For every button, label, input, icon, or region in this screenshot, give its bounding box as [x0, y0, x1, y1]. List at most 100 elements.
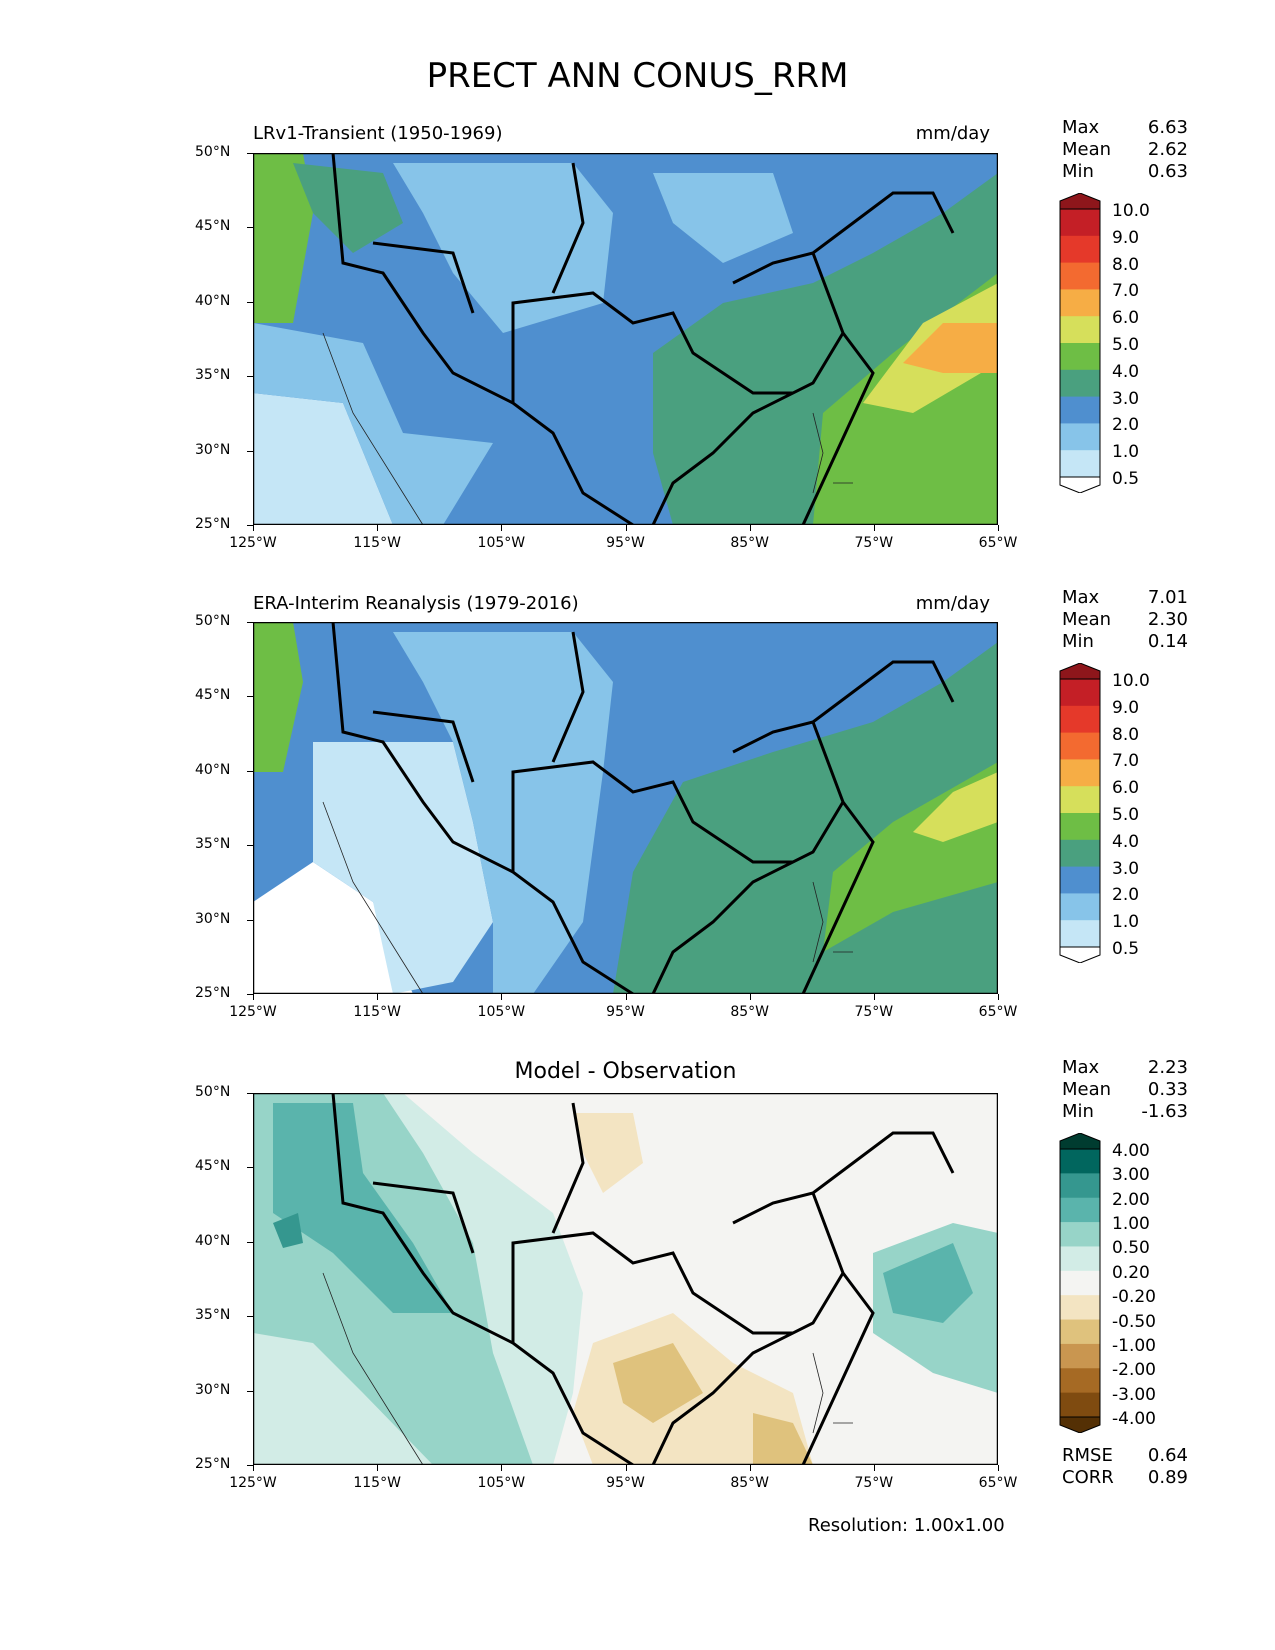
lat-tick-mark: [247, 1167, 253, 1169]
lon-tick-mark: [873, 525, 875, 531]
stat-mean-value: 2.62: [1147, 139, 1188, 160]
colorbar-segment: [1060, 813, 1100, 841]
field-region-atlantic-max: [903, 323, 998, 373]
colorbar-segment: [1060, 679, 1100, 707]
lon-tick-label: 115°W: [353, 1475, 401, 1491]
colorbar-segment: [1060, 1392, 1100, 1418]
stat-min-label: Min: [1062, 1101, 1094, 1122]
colorbar-tick-label: 3.0: [1112, 858, 1140, 879]
field-region-dry-sw: [253, 862, 413, 994]
lon-tick-label: 125°W: [229, 1475, 277, 1491]
lon-tick-label: 75°W: [854, 1475, 894, 1491]
colorbar-tick-label: 8.0: [1112, 724, 1140, 745]
lon-tick-mark: [625, 994, 627, 1000]
lat-tick-label: 35°N: [195, 1307, 231, 1324]
lat-tick-mark: [247, 153, 253, 154]
lon-tick-label: 85°W: [730, 1475, 769, 1491]
lon-tick-mark: [501, 1465, 503, 1471]
panel-title: ERA-Interim Reanalysis (1979-2016): [253, 593, 579, 614]
lon-tick-mark: [998, 1465, 999, 1471]
colorbar-segment: [1060, 343, 1100, 371]
colorbar-tick-label: 1.0: [1112, 912, 1140, 933]
colorbar-segment: [1060, 786, 1100, 814]
lon-tick-mark: [501, 525, 503, 531]
basin-boundaries: [331, 1093, 955, 1465]
stat-max-label: Max: [1062, 587, 1100, 608]
stat-max-value: 2.23: [1147, 1057, 1188, 1078]
basin-boundaries: [331, 153, 955, 525]
field-region-atlantic-strong: [883, 1243, 973, 1323]
colorbar-segment: [1060, 209, 1100, 237]
colorbar-segment: [1060, 1270, 1100, 1296]
resolution-label: Resolution: 1.00x1.00: [808, 1515, 1005, 1536]
lon-tick-label: 65°W: [978, 1004, 1018, 1020]
colorbar-tick-label: -2.00: [1112, 1360, 1156, 1381]
colorbar-tick-label: 7.0: [1112, 751, 1140, 772]
map-panel-3: [253, 1093, 998, 1465]
lon-tick-label: 125°W: [229, 535, 277, 551]
stat-min-label: Min: [1062, 161, 1094, 182]
colorbar-tick-label: 2.00: [1112, 1189, 1150, 1210]
lat-tick-label: 50°N: [195, 144, 231, 160]
lat-tick-mark: [247, 770, 253, 772]
lon-tick-label: 85°W: [730, 1004, 769, 1020]
colorbar-segment: [1060, 1149, 1100, 1174]
lon-tick-label: 105°W: [477, 535, 526, 551]
map-panel-1: [253, 153, 998, 525]
stat-min-value: -1.63: [1141, 1101, 1188, 1122]
lon-tick-label: 115°W: [353, 535, 401, 551]
colorbar-segment: [1060, 732, 1100, 760]
stat-mean-value: 0.33: [1147, 1079, 1188, 1100]
lon-tick-mark: [377, 994, 379, 1000]
colorbar-segment: [1060, 369, 1100, 398]
field-region-nw: [293, 163, 403, 253]
lon-tick-mark: [998, 525, 999, 531]
lon-tick-mark: [873, 994, 875, 1000]
colorbar-tick-label: -0.50: [1112, 1311, 1156, 1332]
lat-tick-label: 50°N: [195, 1084, 231, 1100]
colorbar-segment: [1060, 450, 1100, 478]
lon-tick-label: 65°W: [978, 535, 1018, 551]
stat-min-value: 0.63: [1147, 161, 1188, 182]
basin-boundaries: [331, 622, 955, 994]
stat-min-value: 0.14: [1147, 631, 1188, 652]
field-region-nw-coast: [253, 153, 313, 323]
colorbar-segment: [1060, 893, 1100, 921]
field-region-neg-gulf-strong: [613, 1343, 703, 1423]
lat-tick-mark: [247, 1241, 253, 1243]
colorbar-tick-label: 3.0: [1112, 388, 1140, 409]
colorbar-segment: [1060, 396, 1100, 424]
field-region-west-max: [273, 1213, 303, 1248]
colorbar-tick-label: 10.0: [1112, 201, 1150, 221]
lat-tick-mark: [247, 450, 253, 452]
colorbar-tick-label: 6.0: [1112, 778, 1140, 799]
colorbar-1: [1059, 193, 1101, 493]
lat-tick-label: 40°N: [195, 1232, 231, 1249]
lat-tick-label: 50°N: [195, 613, 231, 629]
field-region-neg-lakes: [573, 1113, 643, 1193]
colorbar-tick-label: 7.0: [1112, 281, 1140, 302]
colorbar-tick-label: 8.0: [1112, 254, 1140, 275]
lon-tick-mark: [749, 525, 751, 531]
colorbar-extension-high: [1059, 1133, 1101, 1150]
lon-tick-mark: [625, 1465, 627, 1471]
lon-tick-mark: [873, 1465, 875, 1471]
lon-tick-mark: [253, 994, 254, 1000]
stat-mean-label: Mean: [1062, 1079, 1112, 1100]
stat-max-value: 7.01: [1147, 587, 1188, 608]
lat-tick-mark: [247, 1390, 253, 1392]
stat-max-value: 6.63: [1147, 117, 1188, 138]
stat-max-label: Max: [1062, 117, 1100, 138]
units-label: mm/day: [915, 123, 990, 144]
lon-tick-label: 95°W: [606, 535, 645, 551]
field-region-nw-coast: [253, 622, 303, 772]
colorbar-segment: [1060, 866, 1100, 894]
coastline: [322, 332, 853, 525]
lon-tick-label: 95°W: [606, 1004, 645, 1020]
colorbar-segment: [1060, 289, 1100, 317]
lon-tick-label: 95°W: [606, 1475, 645, 1491]
coastline: [322, 1272, 853, 1465]
colorbar-segment: [1060, 1173, 1100, 1199]
colorbar-segment: [1060, 423, 1100, 451]
colorbar-tick-label: 1.0: [1112, 442, 1140, 463]
